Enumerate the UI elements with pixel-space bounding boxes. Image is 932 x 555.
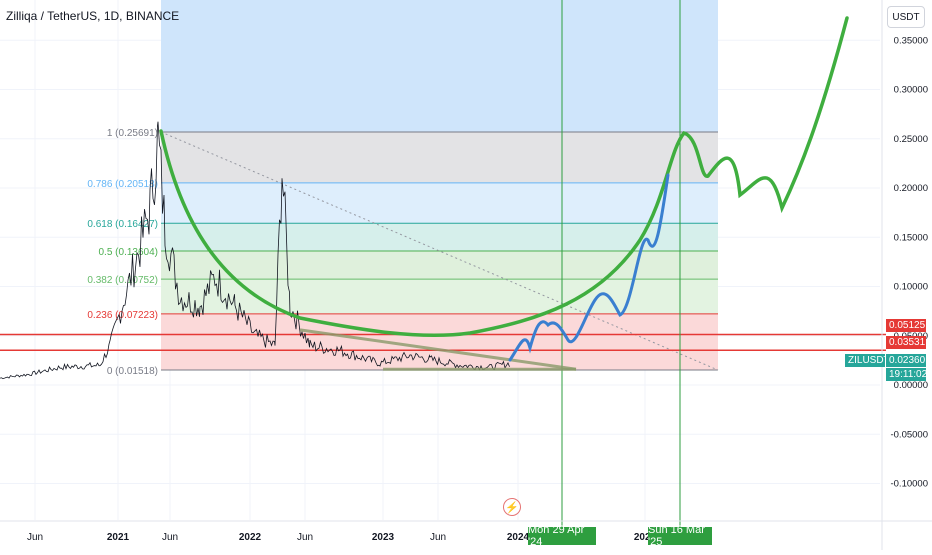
y-tick-label: 0.10000 bbox=[894, 282, 928, 293]
fib-level-label-0.382: 0.382 (0.10752) bbox=[87, 275, 158, 286]
x-tick-label: Jun bbox=[162, 532, 178, 543]
chart-title: Zilliqa / TetherUS, 1D, BINANCE bbox=[6, 9, 180, 23]
fib-band-0.382 bbox=[161, 279, 718, 314]
y-tick-label: 0.30000 bbox=[894, 85, 928, 96]
y-tick-label: 0.00000 bbox=[894, 380, 928, 391]
price-series bbox=[0, 121, 510, 380]
price-badge-upper: 0.05125 bbox=[886, 319, 926, 332]
fib-extension-zone bbox=[161, 0, 718, 132]
fib-level-label-0.236: 0.236 (0.07223) bbox=[87, 310, 158, 321]
date-marker-apr-24: Mon 29 Apr '24 bbox=[528, 524, 596, 548]
lightning-icon[interactable]: ⚡ bbox=[503, 498, 521, 516]
fib-band-0.236 bbox=[161, 313, 718, 371]
fib-level-label-0.786: 0.786 (0.20518) bbox=[87, 179, 158, 190]
price-badge-lower: 0.03531 bbox=[886, 336, 926, 349]
fib-level-label-0: 0 (0.01518) bbox=[107, 366, 158, 377]
last-price-badge: 0.02360 bbox=[886, 354, 926, 367]
fib-band-0.786 bbox=[161, 182, 718, 224]
x-tick-label: Jun bbox=[430, 532, 446, 543]
fib-band-1 bbox=[161, 131, 718, 183]
x-tick-label: Jun bbox=[297, 532, 313, 543]
fib-band-0.5 bbox=[161, 251, 718, 280]
x-tick-label: 2024 bbox=[507, 532, 530, 543]
currency-button[interactable]: USDT bbox=[887, 6, 925, 28]
x-tick-label: 2021 bbox=[107, 532, 130, 543]
fib-trend-line bbox=[160, 131, 719, 371]
fib-level-label-0.5: 0.5 (0.13604) bbox=[99, 247, 159, 258]
fib-level-label-1: 1 (0.25691) bbox=[107, 128, 158, 139]
y-tick-label: 0.35000 bbox=[894, 35, 928, 46]
date-marker-mar-25: Sun 16 Mar '25 bbox=[648, 524, 712, 548]
x-tick-label: 2023 bbox=[372, 532, 395, 543]
fib-level-label-0.618: 0.618 (0.16427) bbox=[87, 219, 158, 230]
descending-trendline bbox=[299, 328, 577, 371]
x-tick-label: Jun bbox=[27, 532, 43, 543]
x-tick-label: 2022 bbox=[239, 532, 262, 543]
x-tick-label: 2025 bbox=[634, 532, 657, 543]
y-tick-label: 0.20000 bbox=[894, 183, 928, 194]
y-tick-label: 0.15000 bbox=[894, 232, 928, 243]
fib-band-0.618 bbox=[161, 223, 718, 252]
projection-path-blue bbox=[508, 173, 670, 362]
countdown-badge: 19:11:02 bbox=[886, 368, 927, 381]
symbol-badge: ZILUSDT bbox=[845, 354, 890, 367]
y-tick-label: 0.25000 bbox=[894, 134, 928, 145]
y-tick-label: -0.05000 bbox=[890, 429, 928, 440]
y-tick-label: -0.10000 bbox=[890, 479, 928, 490]
